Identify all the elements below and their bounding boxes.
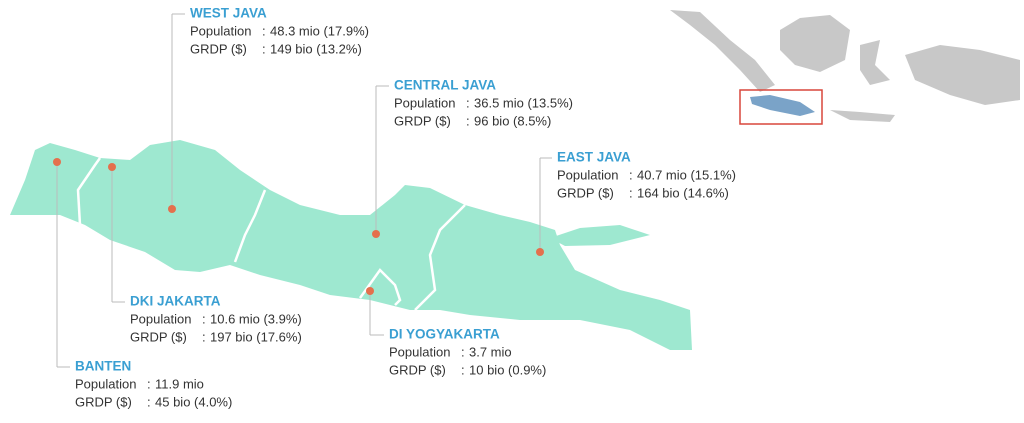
separator: : <box>147 394 151 409</box>
separator: : <box>202 311 206 326</box>
region-title: DKI JAKARTA <box>130 294 221 309</box>
province-dot <box>366 287 374 295</box>
population-label: Population <box>557 167 618 182</box>
grdp-value: 96 bio (8.5%) <box>474 113 551 128</box>
population-value: 3.7 mio <box>469 344 512 359</box>
grdp-value: 164 bio (14.6%) <box>637 185 729 200</box>
separator: : <box>147 376 151 391</box>
province-dot <box>536 248 544 256</box>
separator: : <box>466 95 470 110</box>
grdp-label: GRDP ($) <box>394 113 451 128</box>
region-title: CENTRAL JAVA <box>394 78 496 93</box>
grdp-value: 149 bio (13.2%) <box>270 41 362 56</box>
grdp-value: 45 bio (4.0%) <box>155 394 232 409</box>
population-value: 40.7 mio (15.1%) <box>637 167 736 182</box>
population-value: 10.6 mio (3.9%) <box>210 311 302 326</box>
population-label: Population <box>394 95 455 110</box>
population-label: Population <box>389 344 450 359</box>
java-map <box>10 140 692 350</box>
grdp-value: 10 bio (0.9%) <box>469 362 546 377</box>
region-title: WEST JAVA <box>190 6 267 21</box>
population-label: Population <box>75 376 136 391</box>
province-dot <box>372 230 380 238</box>
region-title: DI YOGYAKARTA <box>389 327 500 342</box>
separator: : <box>461 344 465 359</box>
grdp-label: GRDP ($) <box>75 394 132 409</box>
population-label: Population <box>190 23 251 38</box>
inset-map <box>670 10 1020 125</box>
population-value: 11.9 mio <box>155 376 204 391</box>
separator: : <box>466 113 470 128</box>
grdp-label: GRDP ($) <box>557 185 614 200</box>
grdp-label: GRDP ($) <box>389 362 446 377</box>
grdp-label: GRDP ($) <box>190 41 247 56</box>
separator: : <box>461 362 465 377</box>
province-dot <box>53 158 61 166</box>
separator: : <box>262 41 266 56</box>
population-value: 36.5 mio (13.5%) <box>474 95 573 110</box>
province-dot <box>168 205 176 213</box>
separator: : <box>629 185 633 200</box>
separator: : <box>202 329 206 344</box>
province-dot <box>108 163 116 171</box>
separator: : <box>629 167 633 182</box>
grdp-value: 197 bio (17.6%) <box>210 329 302 344</box>
region-title: BANTEN <box>75 359 131 374</box>
population-value: 48.3 mio (17.9%) <box>270 23 369 38</box>
region-title: EAST JAVA <box>557 150 631 165</box>
grdp-label: GRDP ($) <box>130 329 187 344</box>
population-label: Population <box>130 311 191 326</box>
separator: : <box>262 23 266 38</box>
